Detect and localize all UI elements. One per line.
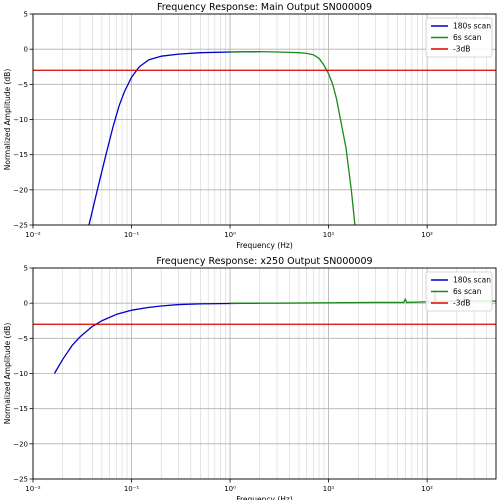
chart-title: Frequency Response: Main Output SN000009 bbox=[157, 2, 372, 13]
y-tick-label: −20 bbox=[13, 440, 28, 448]
chart-2: 10⁻² 10⁻¹ 10⁰ 10¹ 10² −25 −20 −15 −10 −5 0 5 Frequen… bbox=[3, 256, 497, 500]
chart-1: 10⁻² 10⁻¹ 10⁰ 10¹ 10² −25 −20 −15 −10 −5 0 5 Frequen… bbox=[3, 2, 497, 250]
x-axis-label: Frequency (Hz) bbox=[236, 241, 293, 250]
series-line-6s-scan bbox=[230, 50, 356, 225]
y-tick-label: 0 bbox=[24, 300, 28, 308]
legend-label: 180s scan bbox=[453, 22, 491, 31]
legend: 180s scan 6s scan -3dB bbox=[425, 17, 493, 58]
legend-label: -3dB bbox=[453, 45, 470, 54]
x-axis-label: Frequency (Hz) bbox=[236, 495, 293, 500]
legend: 180s scan 6s scan -3dB bbox=[425, 271, 493, 312]
y-tick-label: −5 bbox=[18, 81, 28, 89]
x-tick-label: 10⁰ bbox=[224, 485, 236, 493]
y-tick-label: −10 bbox=[13, 370, 28, 378]
y-tick-label: −15 bbox=[13, 151, 28, 159]
x-tick-label: 10¹ bbox=[323, 231, 335, 239]
legend-label: 6s scan bbox=[453, 33, 482, 42]
y-tick-label: −5 bbox=[18, 335, 28, 343]
y-tick-label: 5 bbox=[24, 11, 28, 19]
x-tick-label: 10⁻² bbox=[25, 231, 41, 239]
y-tick-label: −20 bbox=[13, 186, 28, 194]
x-tick-label: 10⁻¹ bbox=[124, 485, 140, 493]
x-tick-label: 10² bbox=[421, 485, 433, 493]
y-tick-label: −15 bbox=[13, 405, 28, 413]
y-tick-label: −10 bbox=[13, 116, 28, 124]
plot-frame bbox=[32, 13, 497, 226]
y-tick-label: −25 bbox=[13, 476, 28, 484]
y-axis-label: Normalized Amplitude (dB) bbox=[3, 69, 12, 171]
legend-label: -3dB bbox=[453, 299, 470, 308]
legend-label: 180s scan bbox=[453, 276, 491, 285]
y-tick-label: 0 bbox=[24, 46, 28, 54]
x-tick-label: 10⁰ bbox=[224, 231, 236, 239]
series-line-180s-scan bbox=[53, 302, 260, 374]
legend-box bbox=[425, 271, 493, 312]
x-tick-label: 10⁻² bbox=[25, 485, 41, 493]
y-tick-label: −25 bbox=[13, 222, 28, 230]
legend-label: 6s scan bbox=[453, 287, 482, 296]
plot-frame bbox=[32, 267, 497, 480]
x-tick-label: 10⁻¹ bbox=[124, 231, 140, 239]
y-axis-label: Normalized Amplitude (dB) bbox=[3, 323, 12, 425]
y-tick-label: 5 bbox=[24, 265, 28, 273]
chart-title: Frequency Response: x250 Output SN000009 bbox=[156, 256, 372, 267]
legend-box bbox=[425, 17, 493, 58]
x-tick-label: 10² bbox=[421, 231, 433, 239]
series-line-180s-scan bbox=[88, 50, 260, 225]
x-tick-label: 10¹ bbox=[323, 485, 335, 493]
